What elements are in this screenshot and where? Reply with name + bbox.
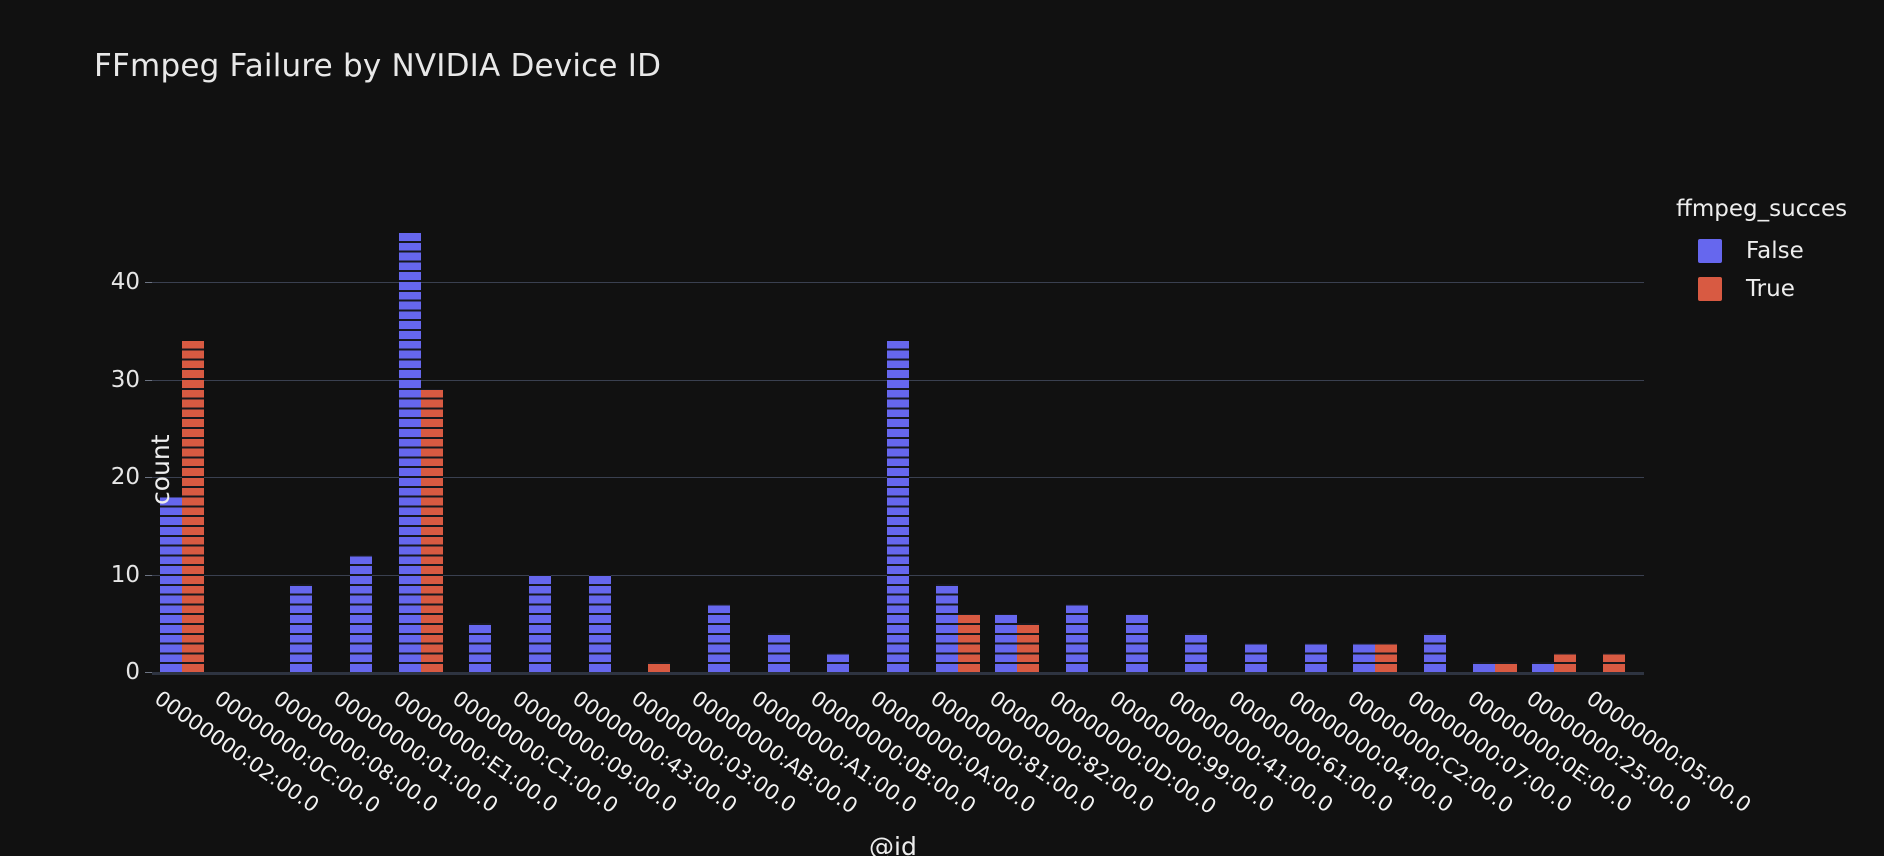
bar-true[interactable] — [181, 340, 204, 672]
legend-swatch-icon — [1698, 239, 1722, 263]
bar-group[interactable] — [827, 175, 850, 672]
bar-false[interactable] — [528, 574, 551, 672]
bar-false[interactable] — [469, 623, 492, 672]
bar-false[interactable] — [995, 613, 1018, 672]
bar-group[interactable] — [1603, 175, 1626, 672]
bar-false[interactable] — [1472, 662, 1495, 672]
bar-group[interactable] — [648, 175, 671, 672]
bar-true[interactable] — [648, 662, 671, 672]
bar-false[interactable] — [588, 574, 611, 672]
bar-group[interactable] — [1304, 175, 1327, 672]
y-tick-mark — [145, 379, 152, 381]
bar-group[interactable] — [935, 175, 980, 672]
legend-item-true[interactable]: True — [1676, 276, 1884, 302]
y-tick-label: 20 — [110, 464, 140, 490]
bar-group[interactable] — [767, 175, 790, 672]
bar-group[interactable] — [1472, 175, 1517, 672]
bar-group[interactable] — [1424, 175, 1447, 672]
bar-true[interactable] — [1554, 652, 1577, 672]
bar-group[interactable] — [159, 175, 204, 672]
bar-group[interactable] — [707, 175, 730, 672]
y-tick-label: 40 — [110, 269, 140, 295]
bar-false[interactable] — [935, 584, 958, 672]
bar-true[interactable] — [1375, 642, 1398, 672]
bar-false[interactable] — [1245, 642, 1268, 672]
bar-group[interactable] — [290, 175, 313, 672]
bar-false[interactable] — [767, 633, 790, 672]
bar-group[interactable] — [469, 175, 492, 672]
chart-title: FFmpeg Failure by NVIDIA Device ID — [94, 48, 662, 84]
y-tick-label: 0 — [125, 659, 140, 685]
bar-group[interactable] — [1353, 175, 1398, 672]
bar-true[interactable] — [420, 389, 443, 672]
y-tick-label: 30 — [110, 366, 140, 393]
legend-entries: False True — [1676, 238, 1884, 302]
x-axis-line — [152, 672, 1644, 675]
legend: ffmpeg_succes False True — [1676, 196, 1884, 314]
bar-false[interactable] — [398, 233, 421, 672]
bar-false[interactable] — [1353, 642, 1376, 672]
gridline — [152, 282, 1644, 283]
y-tick-label: 10 — [110, 561, 140, 588]
bar-true[interactable] — [957, 613, 980, 672]
bar-group[interactable] — [231, 175, 253, 672]
bar-group[interactable] — [1185, 175, 1208, 672]
bar-group[interactable] — [398, 175, 443, 672]
y-tick-mark — [145, 282, 152, 283]
bar-false[interactable] — [887, 340, 909, 672]
bar-false[interactable] — [1424, 633, 1447, 672]
y-tick-mark — [145, 477, 152, 478]
bar-group[interactable] — [1532, 175, 1577, 672]
bar-false[interactable] — [1304, 642, 1327, 672]
bar-false[interactable] — [707, 603, 730, 672]
bar-false[interactable] — [1532, 662, 1555, 672]
y-tick-mark — [145, 574, 152, 576]
bar-group[interactable] — [528, 175, 551, 672]
bar-false[interactable] — [159, 496, 182, 672]
bar-false[interactable] — [827, 652, 850, 672]
legend-item-false[interactable]: False — [1676, 238, 1884, 264]
legend-swatch-icon — [1698, 277, 1722, 301]
bar-true[interactable] — [1017, 623, 1040, 672]
bar-false[interactable] — [290, 584, 313, 672]
bar-group[interactable] — [887, 175, 909, 672]
bar-true[interactable] — [1603, 652, 1626, 672]
bar-false[interactable] — [1125, 613, 1148, 672]
legend-title: ffmpeg_succes — [1676, 196, 1848, 222]
bar-group[interactable] — [588, 175, 611, 672]
y-tick-mark — [145, 672, 152, 673]
bar-group[interactable] — [1125, 175, 1148, 672]
y-axis-title: count — [146, 434, 175, 505]
bar-group[interactable] — [1066, 175, 1089, 672]
x-axis-title: @id — [869, 832, 917, 856]
bar-group[interactable] — [1245, 175, 1268, 672]
bar-false[interactable] — [1066, 603, 1089, 672]
bar-group[interactable] — [995, 175, 1040, 672]
plot-area: count — [146, 175, 1644, 672]
bar-true[interactable] — [1494, 662, 1517, 672]
legend-label: False — [1746, 238, 1804, 264]
bar-false[interactable] — [1185, 633, 1208, 672]
bar-false[interactable] — [349, 555, 372, 672]
bar-group[interactable] — [349, 175, 372, 672]
legend-label: True — [1746, 276, 1795, 302]
